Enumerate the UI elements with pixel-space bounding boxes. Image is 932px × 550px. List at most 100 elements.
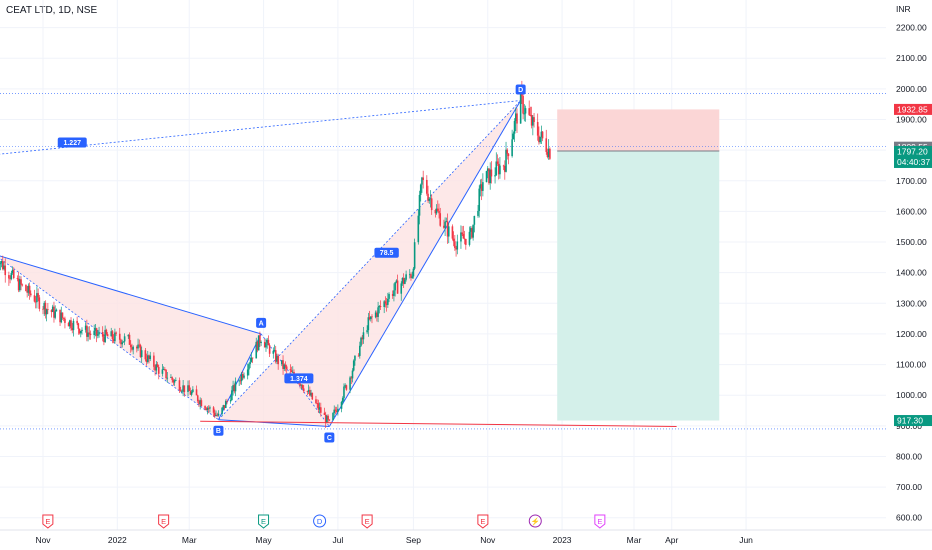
candle-body — [188, 385, 191, 391]
candle-body — [354, 355, 356, 361]
candle-body — [71, 328, 74, 331]
time-tick-label: Sep — [406, 535, 421, 545]
time-tick-label: May — [256, 535, 273, 545]
candle-body — [170, 377, 172, 379]
price-tick-label: 1700.00 — [896, 176, 927, 186]
candle-body — [496, 161, 499, 164]
candle-body — [532, 117, 534, 126]
candle-body — [98, 332, 100, 335]
candle-body — [189, 390, 192, 395]
point-label-d: D — [518, 87, 523, 94]
candle-body — [61, 312, 64, 318]
candle-body — [479, 184, 482, 189]
candle-body — [283, 364, 286, 369]
pattern-leg — [218, 419, 330, 427]
candle-body — [281, 360, 283, 365]
candle-body — [461, 232, 463, 235]
candle-body — [371, 316, 373, 318]
time-tick-label: Mar — [182, 535, 197, 545]
point-label-badge — [213, 425, 224, 436]
candle-body — [94, 328, 97, 331]
candle-body — [53, 306, 55, 318]
candle-body — [273, 350, 276, 351]
candle-body — [178, 380, 181, 391]
candle-body — [469, 228, 472, 232]
candle-body — [26, 291, 28, 293]
candle-body — [64, 318, 66, 323]
candle-body — [129, 344, 132, 348]
candle-body — [76, 320, 78, 324]
candle-body — [447, 226, 450, 237]
time-tick-label: Jun — [739, 535, 753, 545]
candle-body — [345, 385, 348, 390]
candle-body — [401, 277, 404, 284]
candle-body — [377, 307, 379, 317]
candle-body — [183, 385, 186, 392]
candle-body — [405, 274, 407, 280]
candle-body — [123, 336, 126, 342]
candle-body — [16, 278, 19, 279]
price-tick-label: 600.00 — [896, 513, 922, 523]
candle-body — [157, 367, 160, 374]
candle-body — [3, 265, 5, 270]
time-tick-label: 2023 — [553, 535, 572, 545]
candle-body — [519, 90, 522, 124]
candle-body — [301, 384, 304, 389]
candle-body — [274, 350, 277, 362]
candle-body — [516, 113, 518, 124]
candle-body — [506, 149, 509, 154]
candle-body — [216, 414, 219, 416]
candle-body — [55, 309, 58, 312]
event-marker-bg — [594, 514, 606, 529]
candle-body — [439, 213, 442, 226]
candle-body — [486, 168, 489, 172]
overlays: A B C D 1.227 1.374 78.5 — [57, 84, 677, 443]
candle-body — [522, 95, 524, 114]
candle-body — [417, 215, 420, 243]
price-tag — [894, 103, 932, 115]
candle-body — [502, 165, 505, 167]
candle-body — [495, 161, 498, 176]
candle-body — [465, 238, 467, 245]
candle-body — [118, 333, 121, 340]
candle-body — [460, 232, 462, 242]
candle-body — [490, 169, 493, 177]
candle-body — [472, 224, 474, 238]
candle-body — [444, 221, 446, 228]
candle-body — [549, 148, 551, 159]
candle-body — [149, 355, 152, 360]
candle-body — [429, 198, 432, 200]
candle-body — [443, 225, 445, 228]
candle-body — [388, 294, 390, 299]
candle-body — [533, 117, 535, 122]
candle-body — [165, 369, 167, 379]
grid — [0, 0, 886, 530]
candle-body — [306, 391, 309, 392]
event-marker-label: E — [597, 517, 602, 526]
candle-body — [379, 305, 382, 308]
candle-body — [171, 377, 173, 380]
price-tick-label: 1300.00 — [896, 298, 927, 308]
candle-body — [249, 361, 251, 365]
candle-body — [536, 121, 539, 136]
price-tag — [894, 415, 932, 427]
candle-body — [154, 366, 156, 371]
candle-body — [138, 344, 141, 346]
candle-body — [284, 364, 287, 367]
candle-body — [104, 329, 106, 343]
candle-body — [351, 370, 354, 379]
chart-title: CEAT LTD, 1D, NSE — [6, 5, 98, 16]
ratio-label: 1.374 — [290, 376, 308, 383]
candle-body — [317, 403, 320, 410]
candle-body — [221, 407, 223, 414]
candle-body — [446, 221, 449, 237]
price-tick-label: 1400.00 — [896, 268, 927, 278]
candle-body — [412, 268, 415, 277]
candle-body — [246, 369, 249, 376]
candle-body — [497, 163, 500, 175]
support-line — [200, 420, 677, 427]
candle-body — [12, 269, 15, 279]
candle-body — [127, 334, 130, 337]
candle-body — [408, 274, 411, 276]
